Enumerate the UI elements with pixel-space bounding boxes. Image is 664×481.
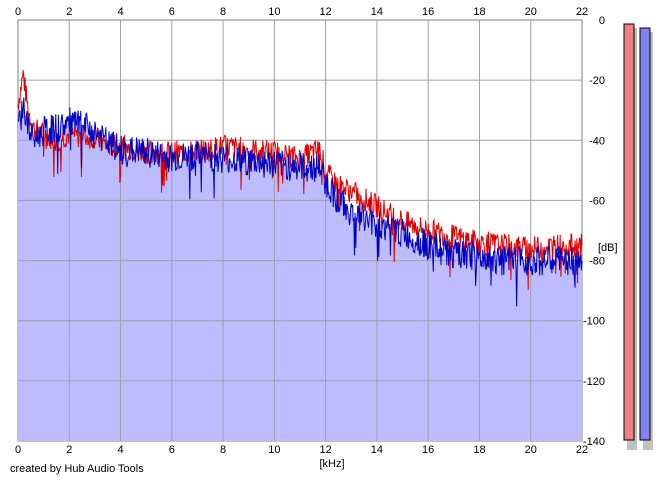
left-level-meter <box>623 23 635 441</box>
x-tick-label-top: 16 <box>422 6 434 18</box>
y-tick-label: -20 <box>589 75 605 87</box>
x-tick-label-bottom: 22 <box>576 444 588 456</box>
x-tick-label-top: 8 <box>220 6 226 18</box>
y-tick-label: 0 <box>599 15 605 27</box>
right-level-meter <box>639 27 651 441</box>
y-tick-labels: 0 -20 -40 -60 -80 -100 -120 -140 <box>583 15 605 448</box>
credit-text: created by Hub Audio Tools <box>10 463 144 475</box>
x-tick-label-top: 2 <box>66 6 72 18</box>
x-tick-label-bottom: 0 <box>15 444 21 456</box>
x-tick-label-top: 22 <box>576 6 588 18</box>
x-tick-label-bottom: 20 <box>525 444 537 456</box>
y-tick-label: -80 <box>589 256 605 268</box>
x-tick-label-top: 6 <box>169 6 175 18</box>
x-tick-label-top: 20 <box>525 6 537 18</box>
y-tick-label: -100 <box>583 316 605 328</box>
x-tick-label-bottom: 16 <box>422 444 434 456</box>
x-tick-label-bottom: 8 <box>220 444 226 456</box>
x-tick-label-top: 18 <box>473 6 485 18</box>
right-channel-line <box>17 97 583 307</box>
y-axis-label: [dB] <box>598 242 618 254</box>
y-tick-label: -40 <box>589 135 605 147</box>
x-axis-label: [kHz] <box>319 458 344 470</box>
x-tick-label-bottom: 6 <box>169 444 175 456</box>
x-tick-label-top: 10 <box>268 6 280 18</box>
x-tick-label-bottom: 12 <box>320 444 332 456</box>
x-tick-label-bottom: 18 <box>473 444 485 456</box>
x-tick-label-top: 0 <box>15 6 21 18</box>
x-tick-label-bottom: 14 <box>371 444 383 456</box>
level-meters <box>623 23 653 450</box>
x-tick-label-bottom: 4 <box>117 444 123 456</box>
y-tick-label: -140 <box>583 436 605 448</box>
grid-lines <box>18 20 582 441</box>
spectrum-fill-area <box>18 97 582 442</box>
x-tick-label-bottom: 10 <box>268 444 280 456</box>
y-tick-label: -120 <box>583 376 605 388</box>
x-tick-label-bottom: 2 <box>66 444 72 456</box>
x-tick-label-top: 14 <box>371 6 383 18</box>
y-tick-label: -60 <box>589 195 605 207</box>
x-tick-label-top: 4 <box>117 6 123 18</box>
x-tick-label-top: 12 <box>320 6 332 18</box>
